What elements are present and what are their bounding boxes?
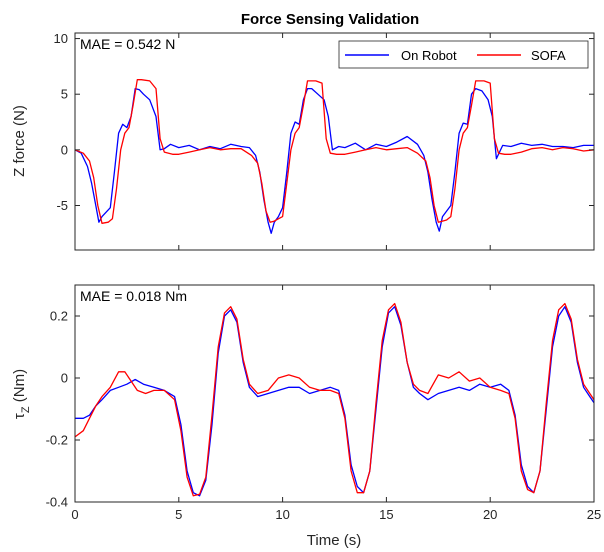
torque-tick-layer: 0 5 10 15 20 25 -0.4 -0.2 0 0.2 <box>46 285 601 522</box>
y-tick-label: 0.2 <box>50 309 68 324</box>
x-tick-label: 15 <box>379 507 393 522</box>
legend-label-on-robot: On Robot <box>401 48 457 63</box>
torque-y-axis-label: τZ (Nm) <box>11 369 32 419</box>
series-line-on-robot <box>75 306 595 497</box>
x-tick-label: 5 <box>175 507 182 522</box>
torque-series-layer <box>74 302 595 497</box>
y-tick-label: -0.2 <box>46 433 68 448</box>
x-tick-label: 20 <box>483 507 497 522</box>
force-y-axis-label: Z force (N) <box>11 105 28 177</box>
force-series-layer <box>74 79 595 234</box>
y-tick-label: 0 <box>61 142 68 157</box>
torque-mae-annotation: MAE = 0.018 Nm <box>80 288 187 304</box>
figure-title: Force Sensing Validation <box>241 11 419 28</box>
x-tick-label: 0 <box>71 507 78 522</box>
y-tick-label: 5 <box>61 87 68 102</box>
torque-panel: 0 5 10 15 20 25 -0.4 -0.2 0 0.2 MAE = 0.018 Nm τZ… <box>11 284 601 549</box>
y-tick-label: 10 <box>54 31 68 46</box>
force-panel: -5 0 5 10 MAE = 0.542 N Z force (N) On Robo… <box>11 31 595 251</box>
legend-label-sofa: SOFA <box>531 48 566 63</box>
force-axes-box <box>74 32 595 251</box>
series-line-sofa <box>74 302 595 497</box>
x-tick-label: 10 <box>275 507 289 522</box>
y-tick-label: -0.4 <box>46 495 68 510</box>
series-line-sofa <box>74 79 595 224</box>
x-tick-label: 25 <box>587 507 601 522</box>
torque-axes-box <box>74 284 595 503</box>
time-x-axis-label: Time (s) <box>307 532 361 549</box>
force-tick-layer: -5 0 5 10 <box>54 31 595 250</box>
series-line-on-robot <box>74 87 594 234</box>
force-mae-annotation: MAE = 0.542 N <box>80 36 175 52</box>
y-tick-label: -5 <box>56 198 68 213</box>
y-tick-label: 0 <box>61 371 68 386</box>
legend: On Robot SOFA <box>338 40 589 69</box>
